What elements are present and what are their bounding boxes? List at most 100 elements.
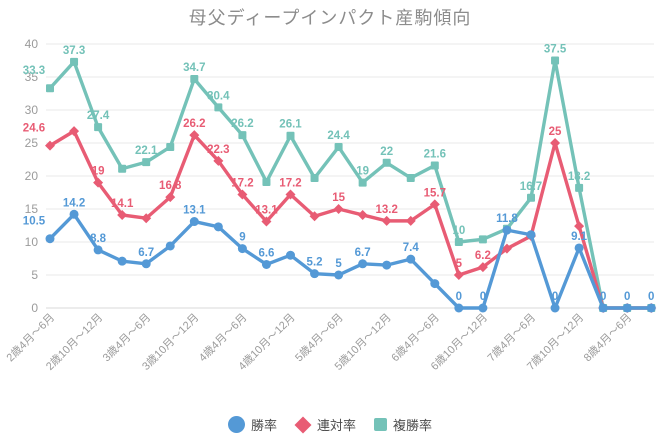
win-data-label: 14.2 [63,197,85,209]
legend-item-quinella[interactable]: 連対率 [294,415,356,434]
win-point-marker [526,230,536,240]
win-point-marker [261,259,271,269]
quinella-point-marker [285,189,296,200]
quinella-point-marker [429,199,440,210]
y-axis-tick-label: 25 [25,136,39,150]
show-data-label: 33.3 [23,65,45,77]
show-data-label: 21.6 [424,148,446,160]
x-axis-tick-label: 3歳4月〜6月 [100,311,153,364]
win-point-marker [189,217,199,227]
quinella-data-label: 5 [456,258,463,270]
win-point-marker [358,259,368,269]
chart-title: 母父ディープインパクト産駒傾向 [188,8,472,28]
win-data-label: 9.1 [571,231,588,243]
win-data-label: 0 [648,291,654,303]
win-point-marker [454,303,464,313]
win-data-label: 7.4 [403,242,420,254]
show-point-marker [551,56,560,65]
quinella-data-label: 24.6 [23,123,45,135]
quinella-point-marker [550,138,561,148]
show-point-marker [142,158,151,167]
quinella-data-label: 15 [332,192,345,204]
win-data-label: 0 [456,291,462,303]
quinella-data-label: 15.7 [424,187,446,199]
show-data-label: 24.4 [327,130,350,142]
series-win-line [48,212,653,310]
win-point-marker [286,250,295,260]
quinella-point-marker [141,213,152,224]
show-data-label: 26.1 [279,119,302,131]
win-point-marker [45,234,55,244]
win-data-label: 10.5 [23,216,46,228]
quinella-data-label: 19 [92,166,105,178]
quinella-point-marker [309,211,320,222]
quinella-point-marker [453,270,464,280]
legend-marker-diamond-icon [294,416,312,433]
legend-label: 複勝率 [393,418,433,433]
quinella-data-label: 13.1 [255,205,278,217]
win-data-label: 11.8 [496,213,518,225]
win-point-marker [622,303,632,313]
show-point-marker [166,142,175,151]
win-point-marker [574,243,584,253]
show-point-marker [70,57,79,66]
win-point-marker [382,260,392,270]
win-point-marker [237,244,247,254]
show-point-marker [214,103,223,112]
quinella-point-marker [237,189,248,200]
y-axis-tick-label: 5 [31,268,38,282]
series-quinella-line [48,129,653,310]
win-point-marker [213,222,223,232]
show-point-marker [406,173,415,182]
win-point-marker [117,256,127,266]
quinella-point-marker [165,192,176,203]
win-point-marker [69,209,79,219]
win-point-marker [141,259,151,269]
quinella-point-marker [261,216,272,227]
quinella-data-label: 22.3 [207,144,229,156]
quinella-point-marker [45,140,55,151]
quinella-data-label: 16.8 [159,180,182,192]
show-point-marker [238,131,247,140]
show-point-marker [286,131,295,140]
y-axis-tick-label: 15 [25,202,39,216]
show-point-marker [478,235,487,244]
win-point-marker [478,303,488,313]
win-data-label: 5 [335,258,342,270]
x-axis-tick-label: 2歳4月〜6月 [4,311,57,364]
show-point-marker [430,161,439,170]
win-data-label: 9 [239,232,245,244]
quinella-point-marker [333,204,344,214]
legend-item-show[interactable]: 複勝率 [374,415,432,434]
show-data-label: 10 [452,225,465,237]
show-point-marker [262,177,271,186]
quinella-point-marker [93,177,104,188]
show-data-label: 26.2 [231,118,253,130]
show-point-marker [190,74,199,83]
x-axis-tick-label: 6歳4月〜6月 [389,311,442,364]
quinella-data-label: 26.2 [183,118,205,130]
show-data-label: 22.1 [135,145,158,157]
show-data-label: 18.2 [568,171,590,183]
x-axis-tick-label: 5歳4月〜6月 [292,311,345,364]
quinella-point-marker [477,262,488,273]
y-axis-tick-label: 10 [25,235,39,249]
y-axis-tick-label: 35 [25,70,39,84]
x-axis-tick-label: 4歳4月〜6月 [196,311,249,364]
win-data-label: 0 [480,291,486,303]
y-axis-tick-label: 40 [25,37,39,51]
y-axis-tick-label: 30 [25,103,39,117]
legend-label: 勝率 [250,418,277,433]
show-data-label: 37.3 [63,45,85,57]
quinella-data-label: 17.2 [279,177,301,189]
quinella-point-marker [405,215,416,226]
legend-item-win[interactable]: 勝率 [227,415,277,434]
show-data-label: 27.4 [87,110,110,122]
win-data-label: 6.7 [355,247,371,259]
win-point-marker [310,269,320,279]
win-data-label: 5.2 [307,257,323,269]
win-data-label: 0 [600,291,606,303]
legend-marker-square-icon [374,418,387,431]
